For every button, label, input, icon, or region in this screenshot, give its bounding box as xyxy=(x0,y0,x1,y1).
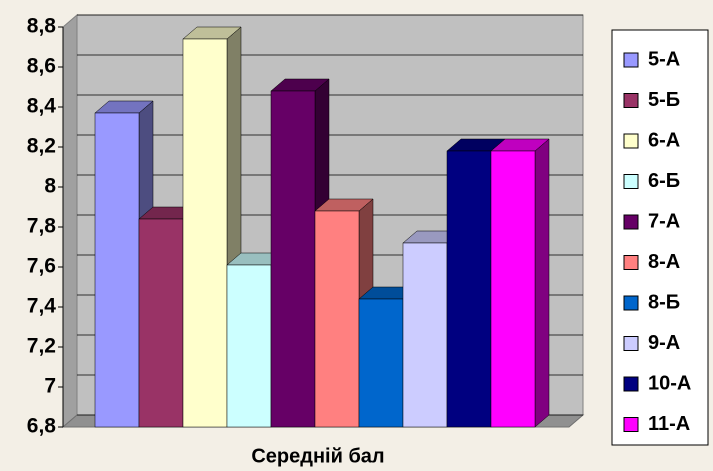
left-wall xyxy=(62,13,78,429)
y-tick-label: 8,8 xyxy=(27,15,57,38)
y-tick-label: 7 xyxy=(44,375,56,398)
legend-swatch xyxy=(623,295,639,311)
bar xyxy=(402,242,448,428)
legend-swatch xyxy=(623,52,639,68)
bar xyxy=(226,264,272,428)
bar xyxy=(138,218,184,428)
legend-label: 8-Б xyxy=(648,291,680,313)
bar xyxy=(314,210,360,428)
bar xyxy=(182,38,228,428)
legend-label: 5-А xyxy=(648,48,680,70)
bar xyxy=(270,90,316,428)
y-tick-label: 7,4 xyxy=(27,295,57,318)
y-tick-label: 8,4 xyxy=(27,95,57,118)
bar-side xyxy=(534,138,550,428)
y-tick-label: 8 xyxy=(44,175,56,198)
y-tick-label: 7,8 xyxy=(27,215,57,238)
legend-swatch xyxy=(623,255,639,270)
legend-swatch xyxy=(623,214,639,230)
legend-label: 8-А xyxy=(648,251,680,273)
legend-label: 5-Б xyxy=(648,89,680,111)
legend-swatch xyxy=(623,174,639,189)
legend-label: 10-А xyxy=(648,372,691,394)
legend-swatch xyxy=(623,336,639,351)
legend-swatch xyxy=(623,417,639,432)
legend-swatch xyxy=(623,133,639,149)
bar xyxy=(446,150,492,428)
legend-label: 6-А xyxy=(648,129,680,151)
x-category-label: Середній бал xyxy=(251,445,384,467)
bar xyxy=(358,298,404,428)
legend-label: 11-А xyxy=(648,413,690,435)
y-tick-label: 8,2 xyxy=(27,135,56,158)
legend-label: 6-Б xyxy=(648,170,680,192)
legend-label: 7-А xyxy=(648,210,680,232)
legend-swatch xyxy=(623,376,639,392)
y-tick-label: 8,6 xyxy=(27,55,56,78)
legend xyxy=(611,29,709,446)
y-tick-label: 7,2 xyxy=(27,335,56,358)
legend-swatch xyxy=(623,93,639,108)
bar xyxy=(94,112,140,428)
legend-label: 9-А xyxy=(648,332,680,354)
bar xyxy=(490,150,536,428)
y-tick-label: 6,8 xyxy=(27,415,57,438)
y-tick-label: 7,6 xyxy=(27,255,56,278)
